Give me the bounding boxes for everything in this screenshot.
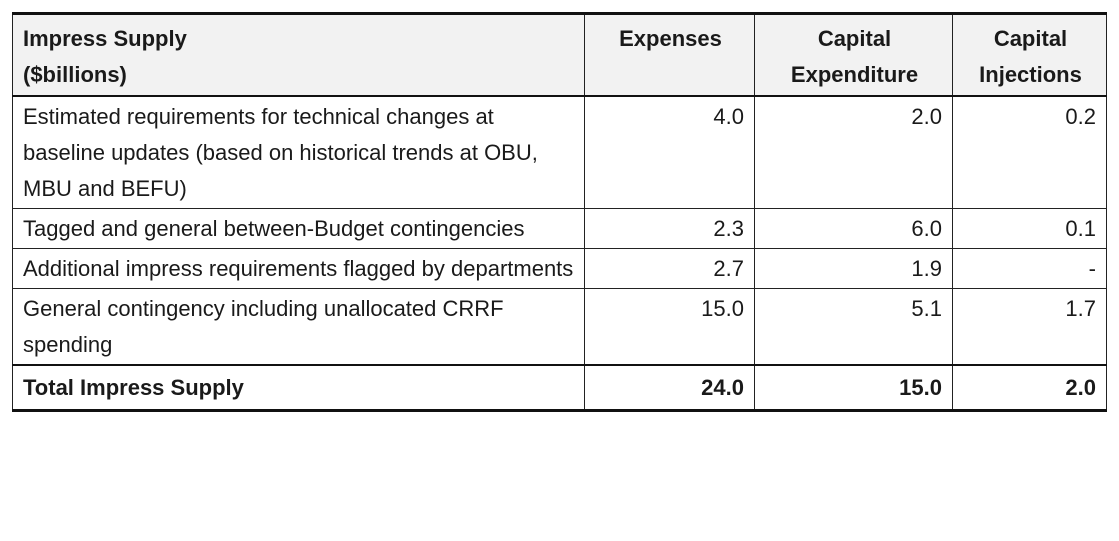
row-capital-injections: -	[952, 248, 1107, 289]
page: Impress Supply ($billions) Expenses Capi…	[12, 12, 1107, 412]
row-expenses: 4.0	[584, 95, 755, 209]
row-capital-injections: 0.2	[952, 95, 1107, 209]
header-capital-injections-line1: Capital	[993, 26, 1068, 51]
header-expenses-label: Expenses	[619, 26, 722, 51]
row-capital-expenditure: 5.1	[754, 288, 953, 366]
header-description-line1: Impress Supply	[23, 26, 187, 51]
table-body: Estimated requirements for technical cha…	[12, 95, 1107, 411]
header-capital-injections: Capital Injections	[952, 13, 1107, 97]
row-description: Estimated requirements for technical cha…	[12, 95, 585, 209]
table-row: Tagged and general between-Budget contin…	[12, 208, 1107, 249]
table-header: Impress Supply ($billions) Expenses Capi…	[12, 13, 1107, 97]
row-capital-expenditure: 6.0	[754, 208, 953, 249]
row-capital-expenditure: 1.9	[754, 248, 953, 289]
row-expenses: 2.7	[584, 248, 755, 289]
row-capital-injections: 0.1	[952, 208, 1107, 249]
header-capital-expenditure: Capital Expenditure	[754, 13, 953, 97]
row-capital-injections: 1.7	[952, 288, 1107, 366]
table-row: Estimated requirements for technical cha…	[12, 95, 1107, 209]
header-description-line2: ($billions)	[23, 62, 127, 87]
table-row: Additional impress requirements flagged …	[12, 248, 1107, 289]
row-expenses: 2.3	[584, 208, 755, 249]
header-capital-injections-line2: Injections	[979, 62, 1082, 87]
row-description: Additional impress requirements flagged …	[12, 248, 585, 289]
total-row: Total Impress Supply 24.0 15.0 2.0	[12, 364, 1107, 411]
header-description: Impress Supply ($billions)	[12, 13, 585, 97]
row-description: Tagged and general between-Budget contin…	[12, 208, 585, 249]
total-expenses: 24.0	[584, 364, 755, 411]
header-capital-expenditure-line1: Capital	[817, 26, 892, 51]
table-row: General contingency including unallocate…	[12, 288, 1107, 366]
header-expenses: Expenses	[584, 13, 755, 97]
header-row: Impress Supply ($billions) Expenses Capi…	[12, 13, 1107, 97]
impress-supply-table: Impress Supply ($billions) Expenses Capi…	[12, 12, 1107, 412]
header-capital-expenditure-line2: Expenditure	[790, 62, 919, 87]
row-expenses: 15.0	[584, 288, 755, 366]
row-description: General contingency including unallocate…	[12, 288, 585, 366]
total-description: Total Impress Supply	[12, 364, 585, 411]
row-capital-expenditure: 2.0	[754, 95, 953, 209]
total-capital-expenditure: 15.0	[754, 364, 953, 411]
total-capital-injections: 2.0	[952, 364, 1107, 411]
